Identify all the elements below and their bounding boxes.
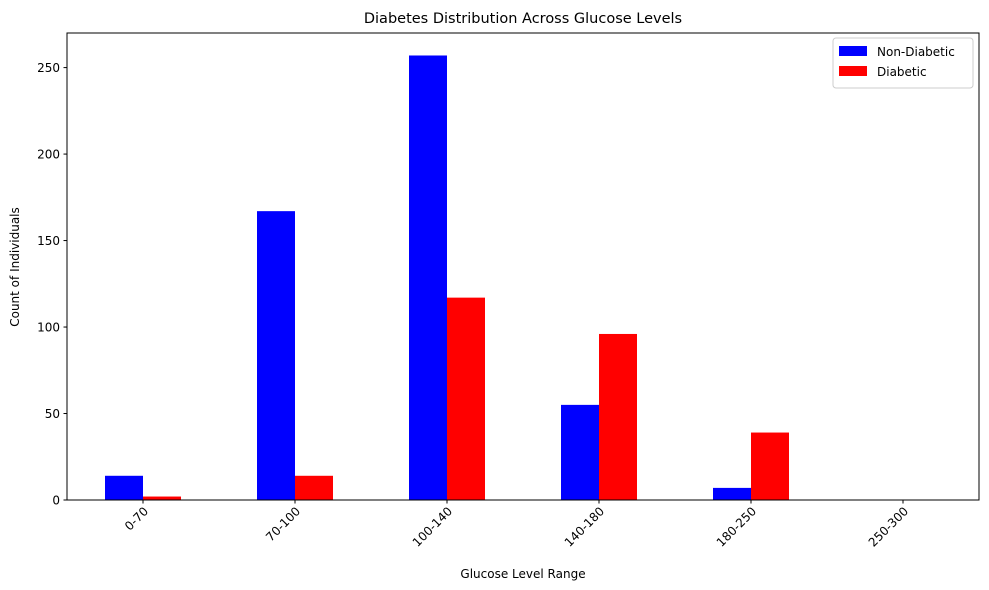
bar-diabetic-0-70	[143, 496, 181, 500]
bar-non-diabetic-70-100	[257, 211, 295, 500]
x-axis-label: Glucose Level Range	[460, 567, 585, 581]
y-tick-label: 200	[37, 147, 60, 161]
y-tick-label: 150	[37, 234, 60, 248]
legend-swatch	[839, 46, 867, 56]
y-tick-label: 100	[37, 320, 60, 334]
bar-diabetic-100-140	[447, 297, 485, 500]
plot-frame	[66, 32, 980, 501]
chart-title: Diabetes Distribution Across Glucose Lev…	[364, 11, 682, 27]
bar-non-diabetic-0-70	[105, 475, 143, 500]
bar-diabetic-180-250	[751, 432, 789, 500]
legend: Non-Diabetic Diabetic	[832, 37, 974, 89]
bar-diabetic-70-100	[295, 475, 333, 500]
y-tick-label: 250	[37, 61, 60, 75]
bar-non-diabetic-100-140	[409, 55, 447, 501]
legend-swatch	[839, 66, 867, 76]
legend-label: Non-Diabetic	[877, 45, 955, 59]
legend-box	[832, 37, 974, 89]
bar-non-diabetic-180-250	[713, 487, 751, 500]
bars-group	[105, 55, 789, 501]
y-axis-label: Count of Individuals	[8, 207, 22, 327]
bar-diabetic-140-180	[599, 333, 637, 500]
legend-label: Diabetic	[877, 65, 927, 79]
bar-non-diabetic-140-180	[561, 404, 599, 500]
y-axis: 0 50 100 150 200 250	[37, 61, 67, 507]
y-tick-label: 50	[45, 407, 60, 421]
y-tick-label: 0	[52, 493, 60, 507]
